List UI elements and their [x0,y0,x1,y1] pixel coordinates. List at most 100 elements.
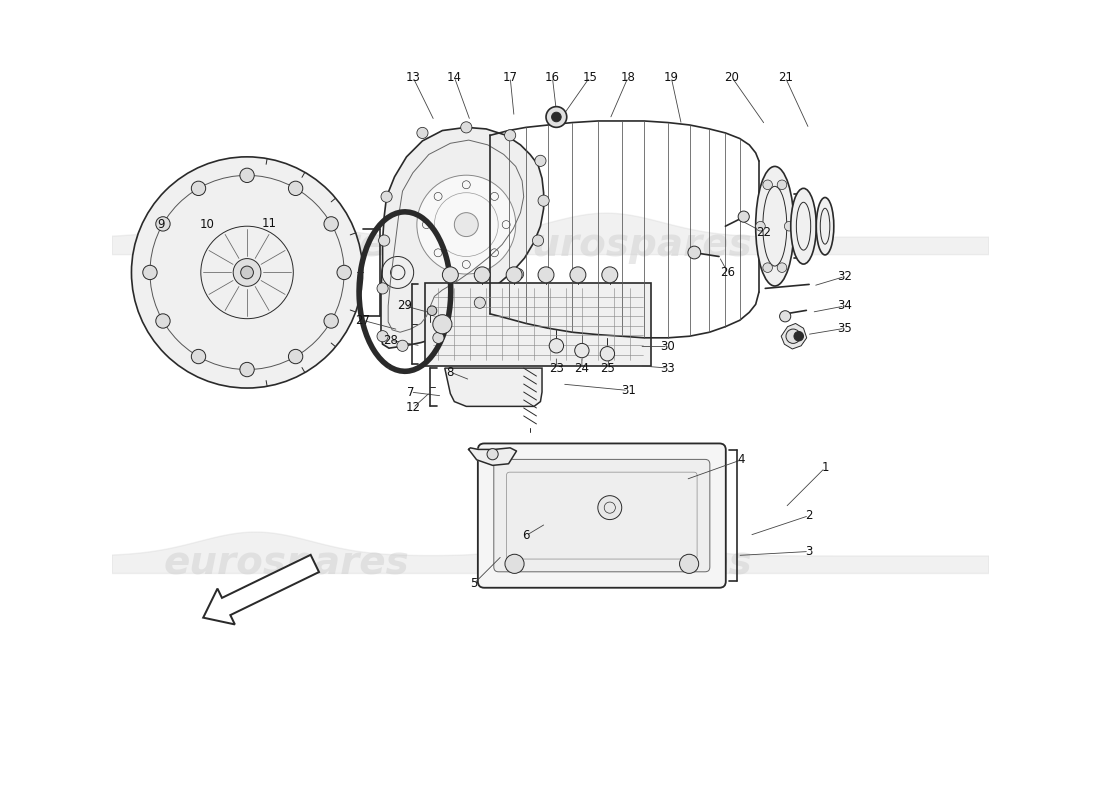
Text: eurospares: eurospares [507,226,752,263]
Circle shape [549,338,563,353]
Circle shape [233,258,261,286]
Text: eurospares: eurospares [164,226,410,263]
Text: 32: 32 [837,270,852,283]
Circle shape [505,130,516,141]
Circle shape [505,554,524,574]
Circle shape [784,222,794,231]
FancyBboxPatch shape [494,459,710,572]
Circle shape [474,297,485,308]
Polygon shape [444,368,542,406]
Circle shape [487,449,498,460]
Ellipse shape [791,188,816,264]
Polygon shape [781,323,806,349]
Text: 2: 2 [805,509,813,522]
Circle shape [535,155,546,166]
Circle shape [378,235,389,246]
Circle shape [377,330,388,342]
Text: 10: 10 [200,218,214,231]
Circle shape [427,306,437,315]
Text: 34: 34 [837,299,852,313]
Text: 5: 5 [471,577,478,590]
Circle shape [132,157,363,388]
Circle shape [738,211,749,222]
Circle shape [778,180,786,190]
Circle shape [538,195,549,206]
FancyArrow shape [204,555,319,625]
Text: 15: 15 [582,70,597,84]
Text: 13: 13 [406,70,420,84]
Text: 11: 11 [262,217,277,230]
Ellipse shape [756,166,794,286]
Circle shape [786,329,801,343]
Circle shape [474,267,491,283]
Circle shape [191,350,206,364]
Circle shape [442,267,459,283]
Text: 14: 14 [447,70,462,84]
Circle shape [688,246,701,259]
Text: 6: 6 [522,529,530,542]
Text: 31: 31 [620,384,636,397]
Text: eurospares: eurospares [507,545,752,582]
Circle shape [381,191,393,202]
Text: 28: 28 [383,334,398,346]
Text: 24: 24 [574,362,590,374]
Text: 18: 18 [620,70,636,84]
Circle shape [417,175,516,274]
Circle shape [763,263,772,273]
Ellipse shape [816,198,834,255]
Circle shape [538,267,554,283]
Circle shape [288,350,302,364]
Circle shape [763,180,772,190]
FancyBboxPatch shape [425,283,651,366]
Circle shape [454,213,478,237]
Circle shape [241,266,253,279]
Circle shape [570,267,586,283]
Circle shape [377,283,388,294]
Circle shape [432,314,452,334]
Circle shape [601,346,615,361]
Text: 22: 22 [756,226,771,239]
Circle shape [337,266,351,280]
Circle shape [397,340,408,351]
Text: eurospares: eurospares [164,545,410,582]
Circle shape [191,181,206,195]
Text: 9: 9 [157,218,165,231]
Text: 1: 1 [822,462,828,474]
Text: 26: 26 [720,266,735,279]
Circle shape [240,362,254,377]
Circle shape [780,310,791,322]
Text: 25: 25 [600,362,615,374]
Circle shape [324,217,339,231]
Text: 35: 35 [837,322,852,334]
Text: 16: 16 [544,70,560,84]
Circle shape [602,267,618,283]
Circle shape [551,112,561,122]
Text: 30: 30 [661,340,675,353]
Circle shape [778,263,786,273]
Circle shape [574,343,590,358]
Text: 12: 12 [406,402,420,414]
Circle shape [680,554,698,574]
Text: 27: 27 [355,314,371,326]
FancyBboxPatch shape [477,443,726,588]
Text: 3: 3 [805,545,813,558]
Circle shape [432,332,444,343]
Circle shape [324,314,339,328]
Circle shape [156,314,170,328]
Circle shape [461,122,472,133]
Text: 33: 33 [661,362,675,374]
Circle shape [532,235,543,246]
Text: 29: 29 [397,299,412,313]
Circle shape [756,222,766,231]
Circle shape [288,181,302,195]
Circle shape [240,168,254,182]
Text: 20: 20 [724,70,739,84]
Circle shape [143,266,157,280]
Circle shape [417,127,428,138]
Circle shape [546,106,566,127]
Text: 23: 23 [549,362,564,374]
Text: 8: 8 [447,366,454,378]
Circle shape [794,331,803,341]
Text: 21: 21 [778,70,793,84]
Text: 4: 4 [738,454,745,466]
